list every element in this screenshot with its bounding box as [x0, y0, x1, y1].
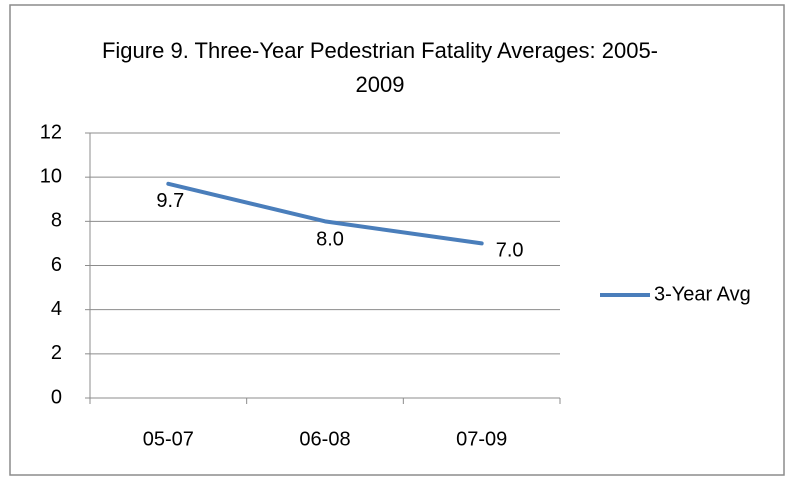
y-tick-label: 10 [40, 165, 62, 187]
x-tick-label: 07-09 [456, 428, 507, 450]
y-tick-label: 0 [51, 386, 62, 408]
data-label: 9.7 [156, 190, 184, 212]
chart-frame [9, 4, 785, 476]
x-tick-label: 06-08 [299, 428, 350, 450]
y-tick-label: 2 [51, 342, 62, 364]
y-tick-label: 8 [51, 210, 62, 232]
y-tick-label: 4 [51, 298, 62, 320]
y-tick-label: 6 [51, 254, 62, 276]
chart-title: Figure 9. Three-Year Pedestrian Fatality… [101, 38, 659, 97]
legend-label: 3-Year Avg [654, 283, 751, 305]
series-line [166, 181, 484, 246]
data-label: 8.0 [316, 229, 344, 251]
data-label: 7.0 [496, 240, 524, 262]
y-tick-label: 12 [40, 121, 62, 143]
x-tick-label: 05-07 [143, 428, 194, 450]
